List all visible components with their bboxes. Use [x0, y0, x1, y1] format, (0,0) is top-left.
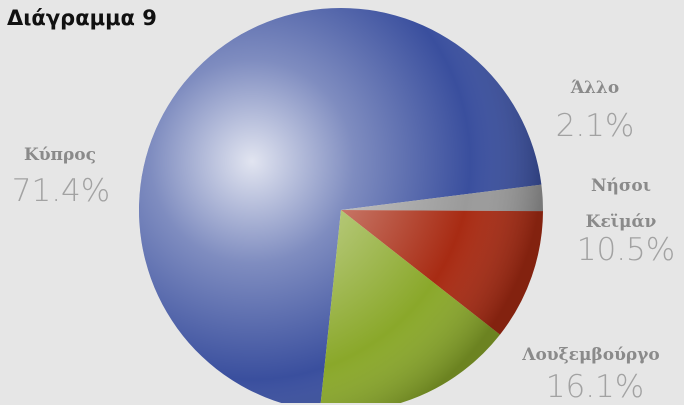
label-other-value: 2.1%: [555, 108, 635, 144]
chart-title: Διάγραμμα 9: [7, 6, 157, 30]
label-luxembourg-name: Λουξεμβούργο: [522, 345, 660, 365]
label-cyprus-name: Κύπρος: [23, 145, 96, 165]
label-cayman-value: 10.5%: [576, 232, 676, 268]
label-cayman-name: Νήσοι Κεϊμάν: [585, 176, 657, 232]
label-other-name: Άλλο: [570, 78, 620, 98]
label-luxembourg-value: 16.1%: [545, 369, 645, 405]
label-cyprus-value: 71.4%: [11, 173, 111, 209]
